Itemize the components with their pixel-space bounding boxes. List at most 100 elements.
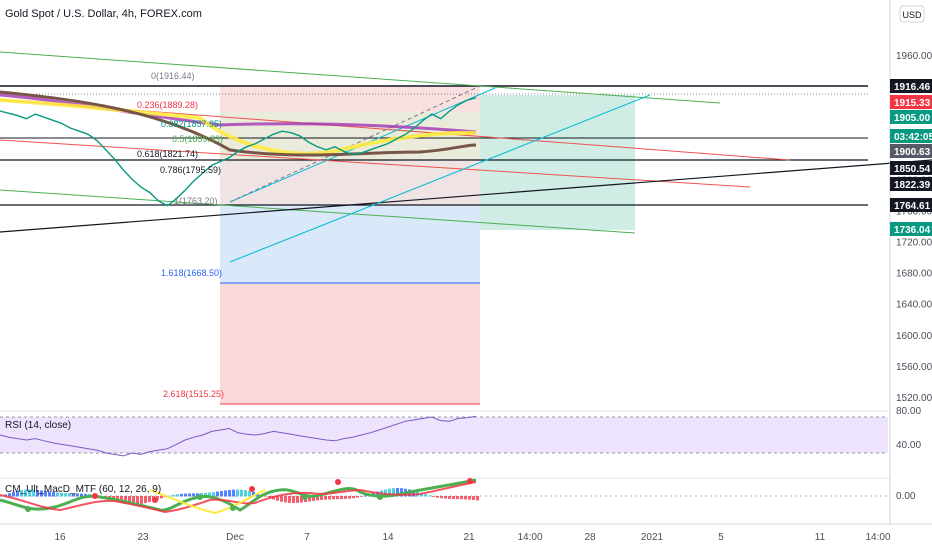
fib-level-label: 0.618(1821.74) (137, 149, 198, 159)
macd-histogram-bar (424, 494, 427, 497)
macd-histogram-bar (136, 496, 139, 505)
macd-histogram-bar (340, 496, 343, 500)
macd-histogram-bar (300, 496, 303, 503)
macd-histogram-bar (36, 489, 39, 497)
currency-button[interactable] (899, 5, 925, 23)
fib-level-label: 0.5(1839.83) (172, 134, 223, 144)
rsi-tick-label: 80.00 (896, 406, 921, 417)
macd-histogram-bar (308, 496, 311, 502)
macd-histogram-bar (352, 496, 355, 499)
macd-histogram-bar (400, 488, 403, 497)
macd-histogram-bar (348, 496, 351, 499)
price-tag-bg (890, 129, 932, 143)
macd-signal-red (0, 481, 477, 514)
macd-histogram-bar (64, 493, 67, 497)
macd-histogram-bar (224, 490, 227, 497)
fib-box-blue (220, 205, 480, 283)
macd-histogram-bar (76, 493, 79, 497)
macd-histogram-bar (392, 488, 395, 497)
price-tag-label: 1905.00 (894, 113, 931, 124)
macd-histogram-bar (292, 496, 295, 503)
macd-histogram-bar (364, 495, 367, 497)
fib-box-red (220, 283, 480, 404)
macd-histogram-bar (60, 492, 63, 497)
macd-histogram-bar (456, 496, 459, 500)
macd-histogram-bar (264, 496, 267, 497)
y-tick-label: 1720.00 (896, 238, 932, 249)
macd-histogram-bar (288, 496, 291, 503)
x-tick-label: 14 (382, 532, 394, 543)
price-tag-label: 1850.54 (894, 164, 931, 175)
macd-histogram-bar (472, 496, 475, 500)
macd-histogram-bar (460, 496, 463, 500)
macd-histogram-bar (124, 496, 127, 504)
cyan-channel-bottom (229, 94, 651, 263)
macd-histogram-bar (360, 496, 363, 497)
macd-histogram-bar (324, 496, 327, 500)
macd-histogram-bar (160, 496, 163, 499)
macd-histogram-bar (28, 489, 31, 497)
macd-histogram-bar (176, 494, 179, 497)
chart-title: Gold Spot / U.S. Dollar, 4h, FOREX.com (5, 8, 202, 20)
macd-cross-dot (197, 494, 203, 500)
macd-histogram-bar (184, 493, 187, 497)
macd-histogram-bar (440, 496, 443, 499)
y-tick-label: 1960.00 (896, 51, 932, 62)
price-tag-bg (890, 222, 932, 236)
rsi-tick-label: 40.00 (896, 440, 921, 451)
macd-histogram-bar (420, 492, 423, 497)
macd-cross-dot (467, 478, 473, 484)
macd-histogram-bar (12, 491, 15, 497)
fib-level-label: 1(1763.20) (174, 196, 218, 206)
macd-histogram-bar (428, 495, 431, 497)
price-tag-bg (890, 161, 932, 175)
price-tag-label: 1900.63 (894, 147, 931, 158)
fib-level-label: 0(1916.44) (151, 71, 195, 81)
macd-signal-yellow (149, 489, 266, 515)
fib-level-label: 0.382(1857.95) (161, 119, 222, 129)
price-tag-bg (890, 110, 932, 124)
fib-level-label: 0.786(1795.59) (160, 165, 221, 175)
fib-level-label: 0.236(1889.28) (137, 100, 198, 110)
macd-histogram-bar (280, 496, 283, 502)
rsi-label[interactable]: RSI (14, close) (5, 420, 71, 431)
macd-histogram-bar (396, 488, 399, 497)
price-tag-label: 03:42:05 (894, 132, 932, 143)
y-tick-label: 1560.00 (896, 362, 932, 373)
fib-diagonal (229, 85, 481, 203)
price-tag-bg (890, 144, 932, 158)
x-tick-label: 23 (137, 532, 149, 543)
macd-histogram-bar (140, 496, 143, 504)
rsi-band (0, 417, 888, 453)
macd-cross-dot (302, 494, 308, 500)
macd-histogram-bar (316, 496, 319, 501)
macd-histogram-bar (56, 492, 59, 497)
x-tick-label: 21 (463, 532, 475, 543)
macd-histogram-bar (80, 493, 83, 497)
x-tick-label: 28 (584, 532, 596, 543)
fib-level-label: 1.618(1668.50) (161, 268, 222, 278)
macd-histogram-bar (52, 492, 55, 497)
y-tick-label: 1680.00 (896, 269, 932, 280)
macd-label[interactable]: CM_Ult_MacD_MTF (60, 12, 26, 9) (5, 484, 161, 495)
macd-histogram-bar (84, 493, 87, 497)
macd-histogram-bar (172, 494, 175, 497)
macd-histogram-bar (336, 496, 339, 500)
macd-histogram-bar (212, 492, 215, 497)
macd-histogram-bar (180, 493, 183, 497)
position-box-target (480, 95, 635, 230)
price-tag-bg (890, 79, 932, 93)
macd-cross-dot (335, 479, 341, 485)
macd-histogram-bar (444, 496, 447, 499)
macd-histogram-bar (228, 489, 231, 497)
macd-histogram-bar (196, 493, 199, 497)
macd-histogram-bar (436, 496, 439, 498)
macd-histogram-bar (388, 488, 391, 497)
macd-histogram-bar (48, 491, 51, 497)
macd-histogram-bar (312, 496, 315, 501)
y-tick-label: 1600.00 (896, 331, 932, 342)
macd-tick-label: 0.00 (896, 491, 916, 502)
macd-histogram-bar (376, 491, 379, 497)
macd-histogram-bar (68, 493, 71, 497)
